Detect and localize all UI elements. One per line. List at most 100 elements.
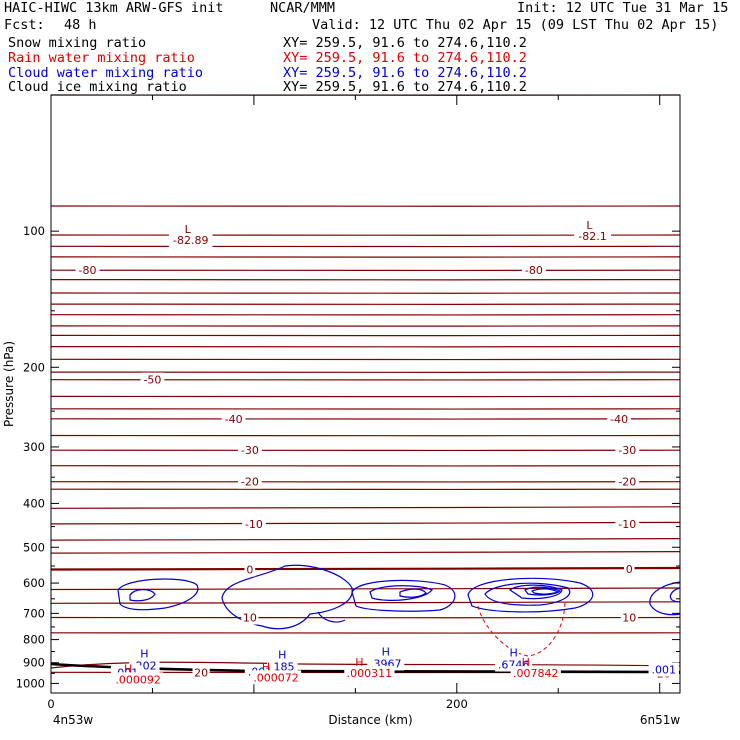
cloud-water-max-marker: H [278, 649, 286, 662]
cloud-water-contour [669, 587, 681, 603]
isotherm-label: 0 [626, 563, 633, 576]
y-tick-label: 100 [23, 224, 45, 238]
rain-max-value: .007842 [513, 667, 559, 680]
isotherm-label-bg [623, 561, 635, 576]
cloud-water-max-marker-bg [508, 645, 519, 660]
cloud-water-contour [508, 584, 563, 600]
isotherm-line [50, 601, 681, 605]
cloud-water-contour-label-bg [648, 662, 679, 677]
cloud-water-contour [129, 589, 156, 602]
forecast-label: Fcst: [4, 17, 45, 33]
x-tick-label: 200 [446, 697, 468, 711]
isotherm-label-bg [241, 610, 259, 625]
isotherm-line [50, 506, 681, 510]
y-tick-label: 200 [23, 360, 45, 374]
isotherm-label-bg [607, 411, 632, 426]
isotherm-label-bg [615, 474, 640, 489]
rain-max-marker: H [262, 660, 270, 673]
rain-max-value: .000092 [115, 673, 161, 686]
field-name-cloud-ice: Cloud ice mixing ratio [8, 79, 187, 95]
y-tick-label: 500 [23, 540, 45, 554]
field-name-snow: Snow mixing ratio [8, 35, 147, 51]
valid-time: Valid: 12 UTC Thu 02 Apr 15 (09 LST Thu … [312, 17, 719, 33]
isotherm-label-bg [522, 263, 546, 278]
isotherm-label: -40 [610, 413, 628, 426]
cloud-water-contour [351, 579, 456, 612]
isotherm-label-bg [221, 411, 246, 426]
cloud-water-contour-label: .001 [652, 664, 677, 677]
cloud-water-max-marker: H [382, 645, 390, 658]
low-value: -82.89 [173, 234, 208, 247]
low-marker: L [185, 223, 192, 236]
isotherm-label-bg [192, 665, 210, 680]
isotherm-label: -50 [143, 374, 161, 387]
cloud-water-contour [317, 611, 346, 623]
left-endpoint-label: 4n53w [53, 713, 94, 727]
rain-max-value: .000072 [253, 671, 299, 684]
init-time: Init: 12 UTC Tue 31 Mar 15 [517, 0, 729, 16]
isotherm-line [50, 538, 681, 541]
y-tick-label: 700 [23, 606, 45, 620]
isotherm-label-bg [242, 516, 266, 531]
low-marker: L [586, 219, 593, 232]
isotherm-label-bg [615, 516, 640, 531]
cloud-water-max-marker-bg [380, 644, 392, 659]
cloud-water-contour [399, 588, 427, 598]
model-title: HAIC-HIWC 13km ARW-GFS init [4, 0, 224, 16]
rain-max-value-bg [250, 670, 302, 685]
isotherm-label: -80 [79, 264, 97, 277]
y-tick-label: 1000 [16, 676, 45, 690]
isotherm-label: -10 [618, 518, 636, 531]
y-tick-label: 900 [23, 656, 45, 670]
isotherm-line [50, 521, 681, 525]
cloud-water-contour [649, 581, 681, 616]
cloud-water-contour [524, 586, 562, 596]
isotherm-label: -10 [245, 518, 263, 531]
y-tick-label: 300 [23, 440, 45, 454]
isotherm-label-bg [237, 443, 262, 458]
y-axis-label: Pressure (hPa) [2, 341, 16, 427]
isotherm-label-bg [75, 263, 100, 278]
cloud-water-contour [467, 577, 594, 613]
rain-max-value-bg [344, 666, 395, 681]
temperature-isotherms [50, 94, 681, 674]
cloud-water-max-marker-bg [139, 646, 150, 661]
rain-max-value-bg [113, 672, 164, 687]
y-tick-label: 400 [23, 496, 45, 510]
cloud-water-max-marker: H [140, 648, 148, 661]
isotherm-label-bg [244, 562, 256, 577]
cloud-water-contour [117, 578, 199, 611]
field-xy-cloud-water: XY= 259.5, 91.6 to 274.6,110.2 [283, 65, 527, 81]
isotherm-label: -20 [241, 476, 259, 489]
field-xy-snow: XY= 259.5, 91.6 to 274.6,110.2 [283, 35, 527, 51]
rain-max-value: .000311 [347, 667, 393, 680]
cloud-water-contours [117, 564, 681, 630]
right-endpoint-label: 6n51w [640, 713, 681, 727]
cloud-water-contour [221, 564, 353, 630]
field-name-cloud-water: Cloud water mixing ratio [8, 65, 204, 81]
isotherm-label: -30 [618, 444, 636, 457]
field-xy-cloud-ice: XY= 259.5, 91.6 to 274.6,110.2 [283, 79, 527, 95]
isotherm-label: 0 [246, 564, 253, 577]
isotherm-line [50, 587, 681, 591]
field-xy-rain: XY= 259.5, 91.6 to 274.6,110.2 [283, 50, 527, 66]
isotherm-label-bg [237, 474, 262, 489]
isotherm-label: 20 [194, 666, 208, 679]
plot-frame [50, 94, 681, 694]
rain-max-marker: H [522, 656, 530, 669]
forecast-hour: 48 h [64, 17, 97, 33]
isotherm-label-bg [615, 443, 640, 458]
isotherm-label: -40 [225, 413, 243, 426]
isotherm-label: -20 [618, 476, 636, 489]
isotherm-line [50, 661, 681, 669]
isotherm-line [50, 551, 681, 554]
isotherm-label: 10 [622, 612, 636, 625]
cloud-water-contour [369, 585, 433, 601]
low-value: -82.1 [578, 230, 606, 243]
isotherm-label: 10 [243, 612, 257, 625]
y-tick-label: 600 [23, 576, 45, 590]
isotherm-label: -80 [525, 264, 543, 277]
cloud-water-max-marker-bg [277, 647, 288, 662]
rain-water-contour [477, 599, 566, 657]
